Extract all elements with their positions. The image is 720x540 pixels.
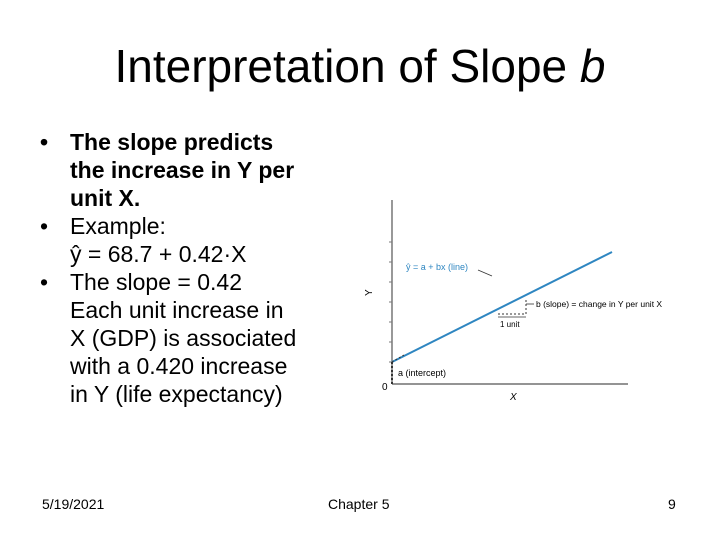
bullet-line: with a 0.420 increase xyxy=(70,353,288,379)
regression-diagram: a (intercept) 1 unit b (slope) = change … xyxy=(364,200,662,403)
bullet-dot: • xyxy=(40,129,49,155)
footer-date: 5/19/2021 xyxy=(42,496,105,512)
regression-line xyxy=(391,251,613,363)
line-label: ŷ = a + bx (line) xyxy=(406,262,468,272)
bullet-line: Example: xyxy=(70,213,166,239)
bullet-line: Each unit increase in xyxy=(70,297,284,323)
title-text: Interpretation of Slope xyxy=(114,40,580,92)
origin-label: 0 xyxy=(382,382,388,393)
bullet-line: in Y (life expectancy) xyxy=(70,381,283,407)
y-axis-label: Y xyxy=(364,289,375,296)
bullet-list: • The slope predicts the increase in Y p… xyxy=(40,128,370,408)
bullet-slope-predicts: • The slope predicts the increase in Y p… xyxy=(40,128,370,212)
bullet-line: the increase in Y per xyxy=(70,157,295,183)
bullet-dot: • xyxy=(40,213,49,239)
bullet-line: unit X. xyxy=(70,185,141,211)
bullet-line: X (GDP) is associated xyxy=(70,325,297,351)
x-axis-label: X xyxy=(509,392,517,403)
bullet-line: The slope = 0.42 xyxy=(70,269,242,295)
bullet-line: The slope predicts xyxy=(70,129,274,155)
slope-label: b (slope) = change in Y per unit X xyxy=(536,299,662,309)
bullet-dot: • xyxy=(40,269,49,295)
unit-label: 1 unit xyxy=(500,320,520,329)
line-label-pointer xyxy=(477,269,493,277)
bullet-example: • Example: ŷ = 68.7 + 0.42·X xyxy=(40,212,370,268)
intercept-label: a (intercept) xyxy=(398,368,446,378)
footer-chapter: Chapter 5 xyxy=(328,496,390,512)
bullet-slope-value: • The slope = 0.42 Each unit increase in… xyxy=(40,268,370,408)
footer-page-number: 9 xyxy=(668,496,676,512)
title-variable: b xyxy=(579,40,606,92)
regression-equation: ŷ = 68.7 + 0.42·X xyxy=(70,241,247,267)
slide-title: Interpretation of Slope b xyxy=(0,38,720,94)
